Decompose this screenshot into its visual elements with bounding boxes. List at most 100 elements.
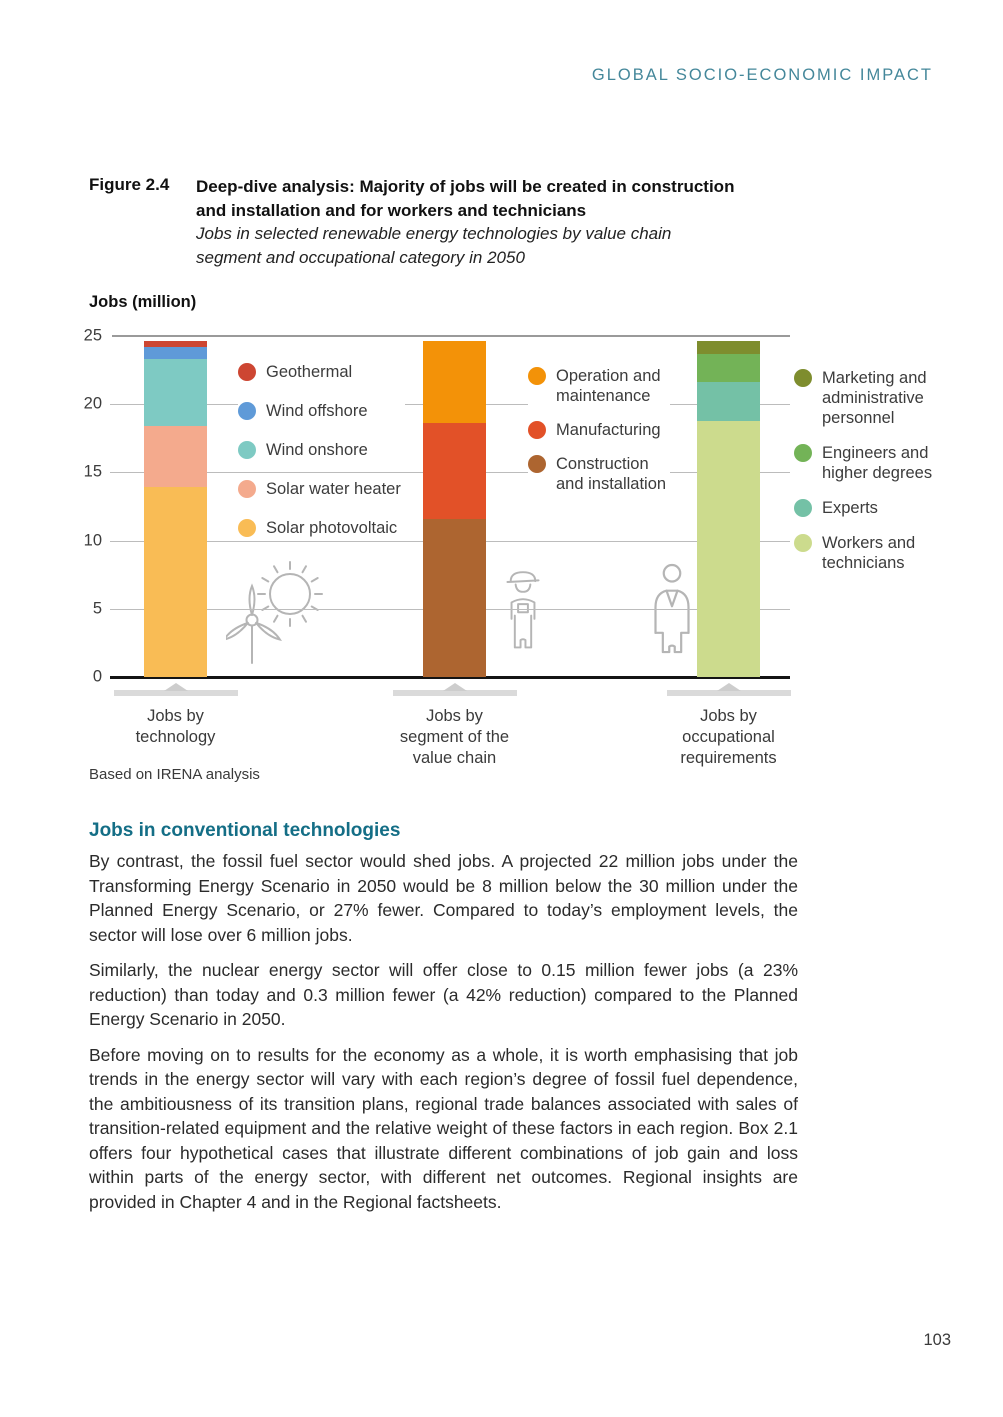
category-label-line: occupational (682, 728, 775, 746)
category-label-line: technology (135, 728, 216, 746)
legend-label: Solar water heater (266, 479, 401, 499)
y-axis-title: Jobs (million) (89, 293, 197, 311)
legend-item: Manufacturing (528, 420, 671, 440)
legend-item: Experts (794, 498, 937, 518)
figure-caption: Figure 2.4 Deep-dive analysis: Majority … (89, 175, 734, 269)
bar-stand-triangle (716, 683, 741, 691)
page-number: 103 (923, 1331, 951, 1349)
legend-item: Solar water heater (238, 479, 405, 499)
running-header: GLOBAL SOCIO-ECONOMIC IMPACT (591, 66, 933, 84)
legend-item: Workers and technicians (794, 533, 937, 573)
legend-dot (794, 534, 812, 552)
legend-label: Wind offshore (266, 401, 368, 421)
bar-segment (144, 341, 207, 347)
legend-label: Manufacturing (556, 420, 661, 440)
bar-segment (423, 423, 486, 519)
legend-item: Marketing and administrative personnel (794, 368, 937, 428)
legend-dot (528, 367, 546, 385)
legend-label-line: Wind onshore (266, 441, 368, 459)
category-label: Jobs by occupational requirements (639, 706, 819, 769)
legend-label: Wind onshore (266, 440, 368, 460)
category-label: Jobs by technology (86, 706, 266, 748)
figure-subtitle-line-2: segment and occupational category in 205… (196, 247, 525, 267)
legend-group: Geothermal Wind offshore Wind onshore Solar… (238, 362, 405, 557)
legend-label-line: administrative (822, 389, 924, 407)
legend-dot (794, 444, 812, 462)
y-tick-label: 5 (92, 599, 102, 618)
legend-dot (238, 441, 256, 459)
chart-top-line (112, 335, 790, 337)
legend-label-line: Workers and (822, 534, 916, 552)
legend-item: Wind onshore (238, 440, 405, 460)
category-label-line: value chain (412, 749, 497, 767)
legend-label-line: Operation and (556, 367, 661, 385)
legend-group: Marketing and administrative personnel Engi… (794, 368, 937, 588)
category-label: Jobs by segment of the value chain (365, 706, 545, 769)
legend-group: Operation and maintenance Manufacturing Con… (528, 366, 671, 508)
bar-stand-triangle (163, 683, 188, 691)
legend-item: Engineers and higher degrees (794, 443, 937, 483)
category-label-line: Jobs by (426, 707, 483, 725)
bar-segment (697, 353, 760, 383)
wind-turbine-sun-icon (226, 561, 323, 664)
bar-segment (144, 359, 207, 426)
bar-segment (423, 341, 486, 424)
legend-dot (238, 480, 256, 498)
figure-subtitle-line-1: Jobs in selected renewable energy techno… (196, 224, 672, 243)
bar-segment (144, 426, 207, 488)
figure-title-line-1: Deep-dive analysis: Majority of jobs wil… (196, 177, 735, 196)
category-label-line: Jobs by (147, 707, 204, 725)
legend-label: Construction and installation (556, 454, 666, 494)
legend-dot (238, 402, 256, 420)
stacked-bar (144, 341, 207, 677)
bar-segment (144, 346, 207, 360)
bar-stand (392, 690, 517, 696)
legend-dot (794, 499, 812, 517)
legend-label-line: Solar photovoltaic (266, 519, 398, 537)
y-tick-label: 10 (83, 531, 102, 550)
legend-label-line: Wind offshore (266, 402, 368, 420)
legend-dot (528, 455, 546, 473)
paragraph: Before moving on to results for the econ… (89, 1044, 798, 1212)
construction-worker-icon (506, 571, 540, 649)
legend-dot (238, 519, 256, 537)
office-worker-icon (654, 563, 690, 654)
legend-label: Marketing and administrative personnel (822, 368, 927, 428)
legend-label: Solar photovoltaic (266, 518, 397, 538)
bar-stand (666, 690, 791, 696)
bar-segment (423, 518, 486, 677)
legend-label: Experts (822, 498, 878, 518)
legend-label-line: Marketing and (822, 369, 927, 387)
bar-segment (697, 382, 760, 421)
legend-label: Operation and maintenance (556, 366, 661, 406)
legend-label-line: and installation (556, 475, 667, 493)
y-tick-label: 20 (83, 394, 102, 413)
legend-dot (528, 421, 546, 439)
legend-label-line: maintenance (556, 387, 651, 405)
bar-stand-triangle (442, 683, 467, 691)
y-tick-label: 25 (83, 326, 102, 345)
source-note: Based on IRENA analysis (89, 766, 260, 783)
bar-stand (113, 690, 238, 696)
category-label-line: requirements (680, 749, 777, 767)
legend-item: Solar photovoltaic (238, 518, 405, 538)
body-text: By contrast, the fossil fuel sector woul… (89, 849, 798, 1225)
figure-number: Figure 2.4 (89, 175, 170, 194)
category-label-line: Jobs by (700, 707, 757, 725)
legend-label: Engineers and higher degrees (822, 443, 932, 483)
x-axis-baseline (110, 676, 790, 679)
y-tick-label: 0 (92, 667, 102, 686)
figure-titles: Deep-dive analysis: Majority of jobs wil… (196, 175, 734, 269)
legend-label-line: personnel (822, 409, 895, 427)
paragraph: Similarly, the nuclear energy sector wil… (89, 960, 798, 1029)
legend-dot (238, 363, 256, 381)
legend-label-line: higher degrees (822, 464, 933, 482)
legend-label: Geothermal (266, 362, 352, 382)
bar-segment (697, 420, 760, 677)
legend-label-line: Solar water heater (266, 480, 401, 498)
legend-label: Workers and technicians (822, 533, 915, 573)
stacked-bar (423, 341, 486, 677)
bar-segment (697, 341, 760, 354)
legend-item: Wind offshore (238, 401, 405, 421)
